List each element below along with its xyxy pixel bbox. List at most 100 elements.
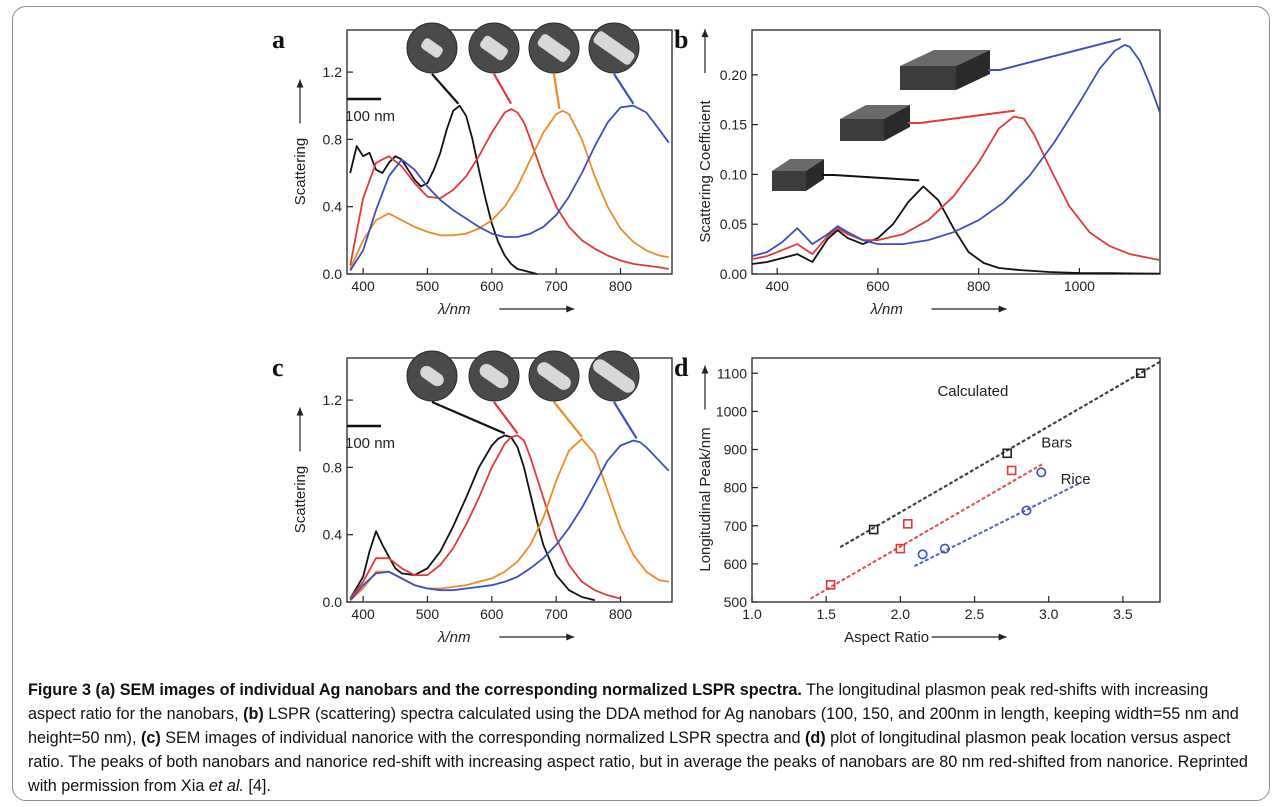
x-tick-label: 800 [967, 278, 991, 294]
series-line-0 [349, 434, 596, 602]
data-point [825, 580, 836, 590]
y-axis-label: Longitudinal Peak/nm [697, 427, 714, 571]
data-point [939, 543, 950, 554]
series-line-2 [349, 109, 669, 270]
x-axis-arrow-head [998, 633, 1007, 641]
fit-line-2 [914, 482, 1080, 567]
data-point [1002, 448, 1012, 459]
x-tick-label: 1.5 [816, 606, 836, 622]
figure-frame [12, 6, 1270, 801]
leader-line-3 [613, 73, 635, 105]
y-tick-label: 500 [724, 594, 748, 610]
y-tick-label: 1.2 [323, 64, 343, 80]
y-tick-label: 0.0 [323, 266, 343, 282]
series-line-1 [751, 115, 1161, 261]
x-tick-label: 800 [609, 278, 633, 294]
y-tick-label: 0.0 [323, 594, 343, 610]
y-axis-label: Scattering [292, 466, 309, 534]
x-tick-label: 500 [416, 278, 440, 294]
caption-text-2: LSPR (scattering) spectra calculated usi… [28, 705, 1239, 747]
caption-b-label: (b) [243, 705, 264, 723]
sem-image-1 [468, 350, 520, 402]
x-tick-label: 600 [866, 278, 890, 294]
x-axis-arrow-head [998, 305, 1007, 313]
nanobar-top [772, 159, 824, 171]
leader-line-0 [822, 174, 920, 182]
nanoparticle [593, 31, 635, 65]
caption-text-3: SEM images of individual nanorice with t… [160, 729, 805, 747]
series-line-0 [751, 185, 1161, 275]
nanobar-front [772, 171, 806, 191]
y-axis-arrow-head [701, 365, 709, 374]
x-tick-label: 1000 [1064, 278, 1095, 294]
y-tick-label: 0.20 [720, 67, 747, 83]
scale-bar-label: 100 nm [345, 108, 395, 125]
leader-line-2 [988, 37, 1121, 71]
y-axis-arrow-head [701, 29, 709, 38]
y-tick-label: 0.8 [323, 131, 343, 147]
series-line-0 [349, 104, 538, 275]
y-tick-label: 700 [724, 518, 748, 534]
x-tick-label: 500 [416, 606, 440, 622]
data-point [902, 519, 913, 529]
data-point [868, 524, 879, 535]
series-line-3 [349, 439, 670, 601]
series-line-3 [349, 104, 670, 272]
caption-title: Figure 3 (a) SEM images of individual Ag… [28, 681, 802, 699]
nanobar-front [840, 119, 884, 141]
data-point [895, 543, 906, 554]
nanoparticle [420, 365, 444, 387]
panel-d: d 1.0 1.5 2.0 2.5 3.0 3.5 500 600 700 800 900 1000 11… [662, 344, 1222, 664]
nanoparticle [480, 35, 508, 61]
x-tick-label: 400 [351, 278, 375, 294]
panel-letter-d: d [674, 353, 689, 382]
x-axis-arrow-head [566, 633, 575, 641]
plot-frame [751, 29, 1161, 275]
series-line-2 [751, 44, 1161, 257]
caption-d-label: (d) [804, 729, 826, 747]
y-tick-label: 1000 [716, 403, 747, 419]
sem-image-0 [406, 22, 458, 74]
data-point [1135, 368, 1146, 379]
x-tick-label: 600 [480, 606, 504, 622]
y-axis-arrow-head [296, 79, 304, 88]
nanoparticle [537, 362, 571, 390]
nanobar-top [900, 50, 990, 66]
caption-text-4: plot of longitudinal plasmon peak locati… [28, 729, 1248, 795]
x-tick-label: 1.0 [742, 606, 762, 622]
x-tick-label: 400 [351, 606, 375, 622]
data-point [1036, 467, 1047, 478]
nanoparticle [421, 38, 443, 58]
leader-line-2 [553, 401, 583, 438]
panel-letter-b: b [674, 25, 688, 54]
x-tick-label: 800 [609, 606, 633, 622]
panel-letter-a: a [272, 25, 285, 54]
x-tick-label: 700 [544, 606, 568, 622]
sem-image-1 [468, 22, 520, 74]
plot-frame [751, 357, 1161, 603]
x-axis-arrow-head [566, 305, 575, 313]
y-tick-label: 0.4 [323, 527, 343, 543]
x-tick-label: 3.0 [1039, 606, 1059, 622]
sem-image-3 [588, 22, 640, 74]
nanobar-model-1 [840, 105, 910, 141]
y-tick-label: 1.2 [323, 392, 343, 408]
sem-image-3 [588, 350, 640, 402]
fit-line-0 [839, 360, 1162, 548]
leader-line-1 [908, 109, 1016, 124]
leader-line-0 [431, 73, 460, 105]
leader-line-3 [613, 401, 638, 440]
caption-c-label: (c) [140, 729, 161, 747]
caption-text-1: The longitudinal plasmon peak red-shifts… [28, 681, 1209, 723]
leader-line-0 [431, 400, 506, 435]
sem-image-2 [528, 350, 580, 402]
nanobar-top [840, 105, 910, 119]
panel-b: b 400 600 800 1000 0.00 0.05 0.10 0.15 0.20 λ/nm Sc… [662, 16, 1222, 326]
nanoparticle [593, 359, 635, 393]
y-tick-label: 0.05 [720, 216, 747, 232]
nanobar-front [900, 66, 956, 90]
legend-bars: Bars [1041, 435, 1072, 452]
scale-bar-label: 100 nm [345, 435, 395, 452]
sem-image-0 [406, 350, 458, 402]
leader-line-1 [493, 401, 519, 435]
